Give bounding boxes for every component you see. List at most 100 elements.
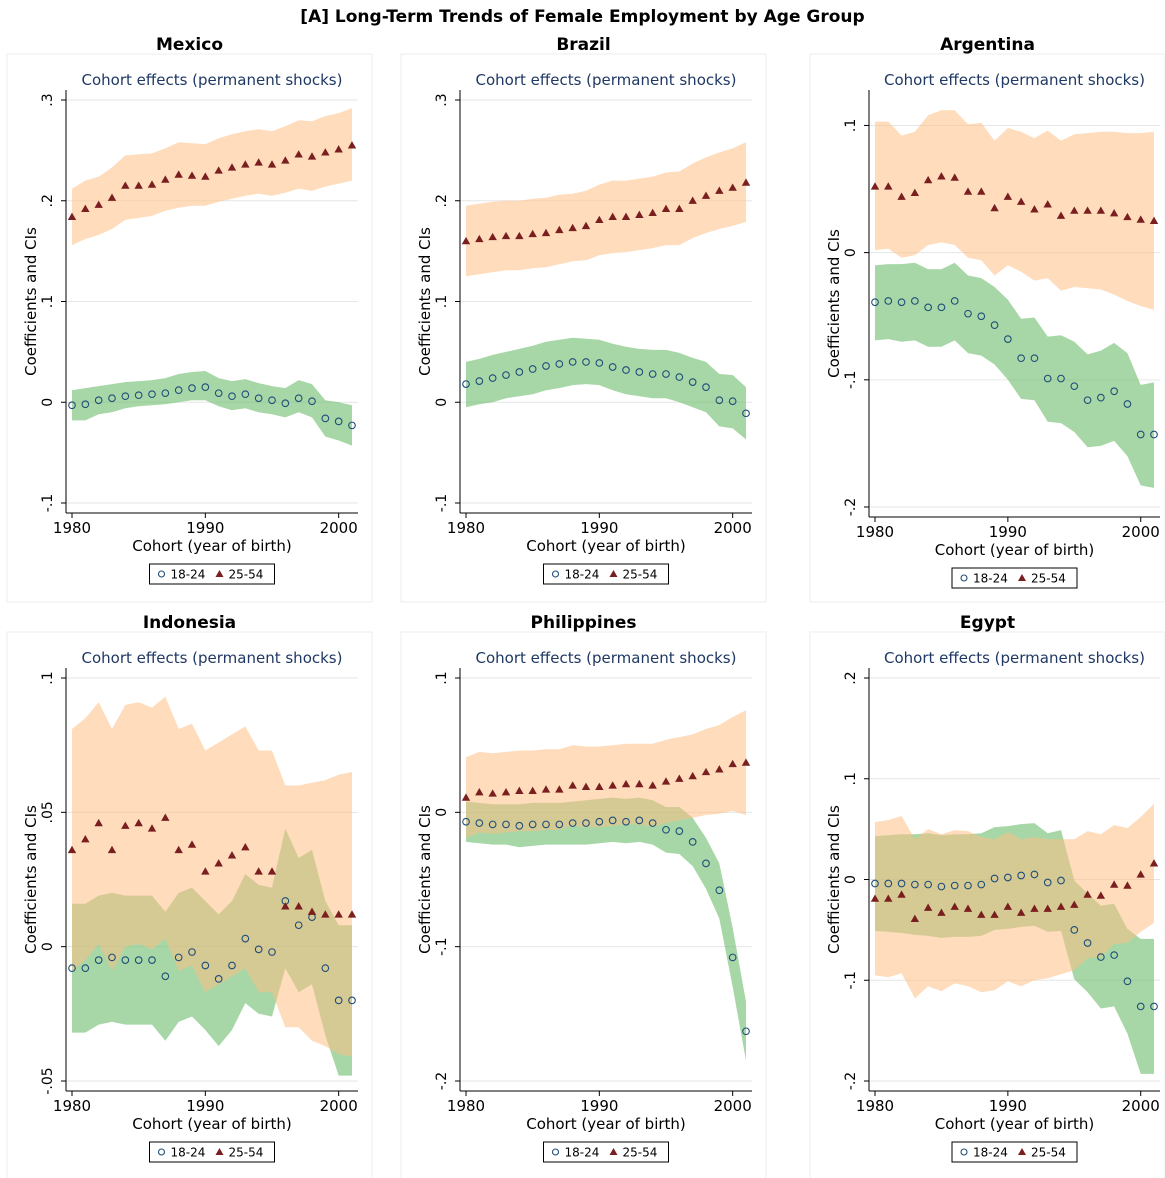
point-18-24 [990, 874, 999, 883]
point-25-54 [1123, 212, 1132, 221]
x-axis-title: Cohort (year of birth) [935, 541, 1095, 559]
point-18-24 [715, 396, 724, 405]
point-25-54 [1083, 206, 1092, 214]
panel-subtitle: Cohort effects (permanent shocks) [82, 71, 343, 89]
point-25-54 [1149, 216, 1159, 224]
legend-box [149, 563, 275, 585]
panel-subtitle: Cohort effects (permanent shocks) [476, 71, 737, 89]
y-tick-label: .05 [40, 801, 56, 823]
x-tick-label: 1980 [856, 523, 894, 541]
point-18-24 [871, 879, 879, 888]
point-25-54 [214, 859, 223, 867]
point-18-24 [68, 401, 76, 410]
x-tick-label: 2000 [714, 1097, 752, 1115]
point-25-54 [701, 767, 711, 776]
point-25-54 [870, 894, 880, 902]
panel-title: Philippines [531, 613, 637, 633]
ci-band-25-54 [72, 696, 352, 1057]
point-18-24 [884, 879, 893, 888]
point-25-54 [715, 765, 724, 773]
point-18-24 [228, 961, 236, 970]
point-25-54 [307, 907, 317, 915]
point-25-54 [977, 187, 986, 195]
point-18-24 [174, 386, 183, 395]
point-18-24 [742, 1027, 750, 1036]
point-18-24 [555, 360, 564, 368]
point-25-54 [267, 160, 277, 168]
legend-label-25-54: 25-54 [229, 568, 264, 582]
point-18-24 [542, 820, 550, 829]
point-25-54 [1149, 859, 1159, 867]
point-18-24 [488, 820, 497, 829]
legend-label-25-54: 25-54 [623, 568, 658, 582]
panel-frame [6, 53, 373, 603]
point-25-54 [870, 182, 880, 190]
point-25-54 [515, 231, 524, 240]
point-25-54 [728, 183, 737, 191]
legend-box [951, 1141, 1078, 1163]
point-25-54 [990, 910, 999, 918]
point-18-24 [608, 363, 617, 371]
point-25-54 [347, 141, 357, 149]
point-25-54 [977, 910, 986, 918]
point-25-54 [1109, 880, 1119, 888]
point-18-24 [1070, 926, 1079, 934]
point-18-24 [321, 414, 330, 423]
point-18-24 [214, 389, 223, 398]
point-18-24 [94, 956, 103, 964]
panel-subtitle: Cohort effects (permanent shocks) [82, 649, 343, 667]
point-25-54 [147, 180, 157, 188]
point-18-24 [502, 371, 510, 379]
ci-band-25-54 [466, 142, 746, 277]
point-25-54 [701, 191, 711, 199]
legend-label-25-54: 25-54 [1031, 1146, 1066, 1160]
point-25-54 [568, 223, 577, 232]
x-axis-title: Cohort (year of birth) [132, 1115, 292, 1133]
point-25-54 [501, 787, 511, 796]
x-tick-label: 1980 [53, 519, 91, 537]
point-25-54 [281, 156, 290, 164]
point-25-54 [147, 824, 157, 832]
point-25-54 [581, 221, 591, 230]
point-18-24 [911, 880, 919, 889]
point-18-24 [1043, 878, 1052, 887]
point-25-54 [1056, 211, 1066, 219]
legend-label-18-24: 18-24 [171, 568, 206, 582]
y-tick-label: 0 [843, 875, 859, 884]
point-18-24 [281, 399, 290, 408]
panel-indonesia: Indonesia Cohort effects (permanent shock… [6, 613, 373, 1178]
ci-band-25-54 [875, 803, 1154, 999]
point-25-54 [555, 225, 564, 234]
point-25-54 [241, 843, 250, 851]
point-18-24 [68, 964, 76, 973]
point-18-24 [1136, 430, 1145, 439]
point-25-54 [501, 231, 511, 240]
point-18-24 [462, 817, 470, 826]
point-25-54 [963, 187, 973, 195]
y-tick-label: .2 [40, 194, 56, 207]
point-25-54 [1136, 215, 1145, 223]
y-tick-label: 0 [434, 398, 450, 407]
point-25-54 [214, 166, 223, 174]
point-25-54 [923, 175, 933, 184]
point-25-54 [475, 234, 484, 243]
point-18-24 [148, 956, 156, 964]
point-18-24 [334, 417, 343, 426]
point-18-24 [964, 881, 972, 890]
point-25-54 [161, 175, 170, 183]
y-tick-label: -.1 [434, 937, 450, 955]
x-axis-title: Cohort (year of birth) [935, 1115, 1095, 1133]
point-18-24 [990, 321, 999, 329]
point-18-24 [268, 396, 276, 405]
panel-egypt: Egypt Cohort effects (permanent shocks) -.… [809, 613, 1165, 1178]
point-18-24 [268, 948, 276, 956]
legend-marker-25-54 [215, 1148, 224, 1155]
x-tick-label: 1990 [186, 519, 224, 537]
point-25-54 [334, 910, 343, 918]
point-25-54 [661, 777, 671, 785]
point-18-24 [1110, 951, 1118, 959]
point-25-54 [1083, 890, 1092, 898]
point-18-24 [728, 953, 737, 962]
panel-argentina: Argentina Cohort effects (permanent shock… [809, 35, 1165, 603]
panel-subtitle: Cohort effects (permanent shocks) [476, 649, 737, 667]
